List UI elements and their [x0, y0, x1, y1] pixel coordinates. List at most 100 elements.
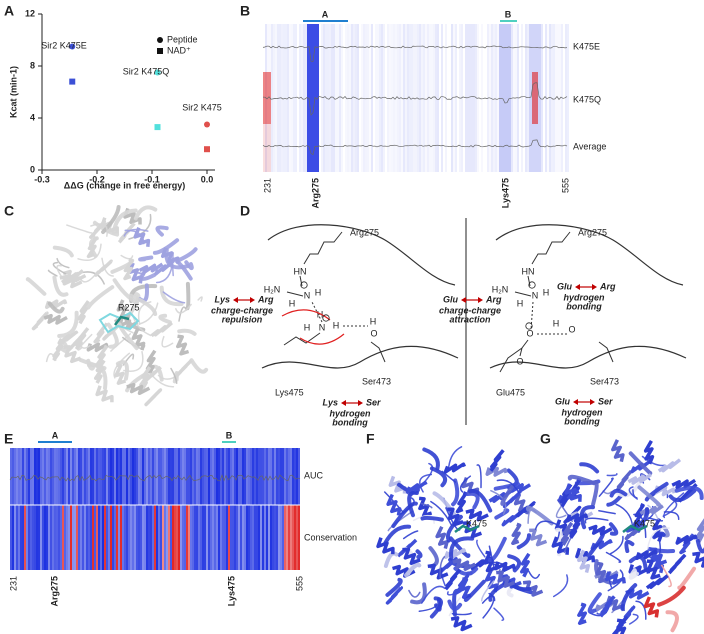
heat-stripe — [272, 505, 274, 570]
heat-stripe — [90, 505, 92, 570]
heat-stripe — [12, 505, 14, 570]
heat-stripe — [100, 505, 102, 570]
strand — [101, 257, 114, 277]
heat-stripe — [244, 448, 246, 505]
heat-stripe — [294, 505, 296, 570]
strand — [567, 474, 596, 486]
heat-stripe — [473, 24, 475, 172]
region-label: B — [226, 430, 233, 440]
helix — [150, 321, 174, 338]
strand — [496, 479, 520, 494]
strand — [402, 530, 419, 540]
atom-label: H — [289, 298, 296, 308]
heat-stripe — [158, 448, 160, 505]
strand — [158, 313, 172, 325]
strand — [447, 599, 463, 611]
strand — [432, 491, 459, 520]
atom-label: H — [517, 298, 524, 308]
heat-stripe — [108, 505, 110, 570]
heat-stripe — [22, 448, 24, 505]
h-bond — [311, 301, 368, 327]
strand — [52, 245, 74, 258]
heat-stripe — [268, 505, 270, 570]
panel-label: E — [4, 431, 13, 447]
arrow-head — [341, 400, 363, 406]
heat-stripe — [405, 24, 407, 172]
heat-stripe — [252, 448, 254, 505]
helix — [44, 299, 68, 309]
point-label: Sir2 K475Q — [123, 66, 170, 76]
heat-stripe — [551, 24, 553, 172]
strand — [579, 505, 595, 530]
strand — [385, 577, 403, 597]
heat-stripe — [290, 505, 292, 570]
helix — [93, 359, 106, 384]
heat-stripe — [164, 505, 166, 570]
strand — [449, 536, 475, 561]
heat-stripe — [148, 505, 150, 570]
strand — [184, 260, 194, 271]
residue-label: Arg275 — [350, 227, 379, 237]
heat-stripe — [160, 505, 162, 570]
heat-stripe — [70, 505, 72, 570]
heat-stripe — [565, 24, 567, 172]
heat-stripe — [24, 448, 26, 505]
atom-label: H — [543, 287, 550, 297]
panel-label: G — [540, 431, 551, 447]
heat-stripe — [260, 505, 262, 570]
heat-stripe — [36, 505, 38, 570]
heat-stripe — [234, 505, 236, 570]
arrow-head — [573, 399, 595, 405]
strand — [445, 514, 463, 543]
region-label: A — [52, 430, 59, 440]
heat-stripe — [178, 505, 180, 570]
note-residue: Glu — [443, 294, 459, 304]
heat-stripe — [138, 505, 140, 570]
strand — [637, 485, 662, 507]
heat-stripe — [254, 448, 256, 505]
heat-stripe — [335, 24, 337, 172]
heat-stripe — [64, 505, 66, 570]
strand — [430, 500, 453, 527]
heat-stripe — [276, 448, 278, 505]
heat-stripe — [126, 505, 128, 570]
heat-stripe — [303, 24, 305, 172]
heat-stripe — [26, 448, 28, 505]
heat-stripe — [98, 505, 100, 570]
helix — [679, 533, 694, 555]
legend-marker — [157, 48, 163, 54]
helix — [489, 449, 505, 472]
helix — [657, 458, 682, 473]
heat-stripe — [56, 505, 58, 570]
y-axis-label: Kcat (min-1) — [8, 66, 18, 118]
heat-stripe — [248, 448, 250, 505]
charge — [525, 322, 533, 330]
helix — [635, 549, 658, 561]
heat-stripe — [327, 24, 329, 172]
helix — [671, 478, 697, 490]
heat-stripe — [532, 72, 534, 124]
heat-stripe — [50, 448, 52, 505]
heat-stripe — [130, 448, 132, 505]
heat-stripe — [347, 24, 349, 172]
strand — [25, 277, 47, 296]
trace — [9, 474, 301, 482]
strand — [117, 322, 139, 351]
strand — [185, 281, 191, 311]
heat-stripe — [120, 448, 122, 505]
heat-stripe — [38, 448, 40, 505]
helix — [494, 561, 517, 573]
helix — [141, 365, 162, 385]
strand — [128, 213, 152, 240]
strand — [77, 243, 102, 262]
helix — [615, 469, 633, 492]
strand — [663, 511, 680, 521]
h-bond — [530, 301, 567, 335]
repulsion — [281, 309, 331, 321]
heat-stripe — [172, 505, 174, 570]
helix — [405, 480, 428, 494]
strand — [138, 255, 154, 262]
row-label: Average — [573, 141, 606, 151]
heat-stripe — [288, 448, 290, 505]
